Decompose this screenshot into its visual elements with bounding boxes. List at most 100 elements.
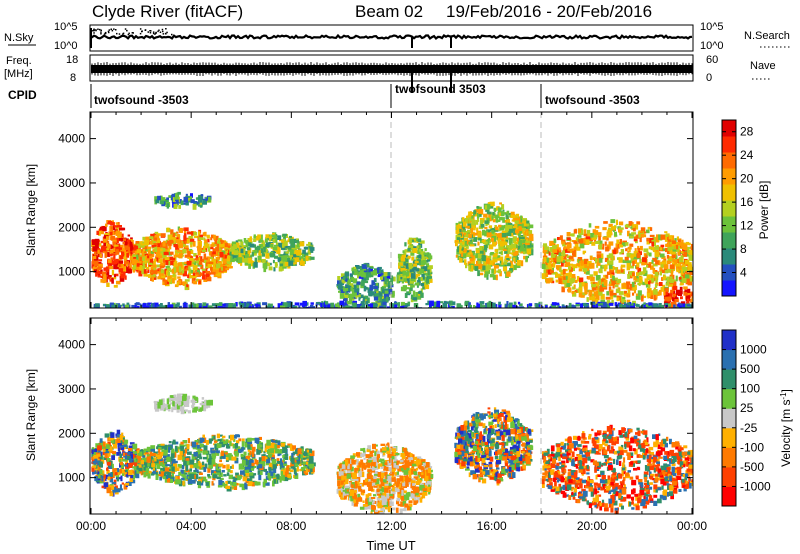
scatter-cell [587, 233, 591, 236]
scatter-cell [579, 277, 584, 284]
scatter-cell [132, 249, 136, 254]
scatter-cell [671, 301, 674, 308]
scatter-cell [474, 266, 479, 271]
scatter-cell [548, 266, 553, 272]
scatter-cell [176, 231, 179, 234]
scatter-cell [345, 305, 350, 308]
scatter-cell [652, 237, 656, 242]
scatter-cell [680, 273, 683, 279]
scatter-cell [382, 305, 386, 308]
scatter-cell [100, 240, 104, 244]
scatter-cell [272, 480, 275, 487]
scatter-cell [172, 271, 176, 277]
scatter-cell [102, 473, 105, 477]
scatter-cell [514, 229, 520, 234]
scatter-cell [222, 265, 228, 272]
scatter-cell [482, 265, 486, 271]
scatter-cell [142, 249, 145, 252]
scatter-cell [203, 253, 207, 259]
scatter-cell [360, 267, 365, 271]
scatter-cell [196, 453, 202, 459]
scatter-cell [376, 267, 380, 274]
scatter-cell [289, 469, 294, 473]
scatter-cell [110, 226, 115, 230]
scatter-cell [184, 265, 189, 269]
scatter-cell [408, 237, 412, 244]
scatter-cell [647, 226, 652, 230]
scatter-cell [478, 209, 484, 214]
scatter-cell [498, 245, 504, 251]
scatter-cell [621, 283, 627, 288]
scatter-cell [118, 227, 124, 231]
scatter-cell [611, 299, 614, 305]
scatter-cell [677, 239, 681, 243]
scatter-cell [160, 268, 164, 274]
scatter-cell [562, 280, 568, 284]
scatter-cell [265, 242, 269, 247]
scatter-cell [174, 267, 177, 273]
scatter-cell [200, 479, 204, 483]
scatter-cell [594, 287, 599, 291]
colorbar-tick-label: 24 [740, 148, 754, 162]
scatter-cell [235, 302, 238, 307]
nsky-dot [162, 30, 164, 33]
scatter-cell [687, 248, 690, 253]
scatter-cell [106, 282, 110, 287]
scatter-cell [225, 267, 229, 271]
scatter-cell [667, 241, 670, 248]
scatter-cell [608, 286, 612, 292]
scatter-cell [111, 451, 117, 454]
scatter-cell [100, 246, 106, 252]
scatter-cell [285, 261, 289, 267]
scatter-cell [280, 464, 285, 468]
scatter-cell [280, 458, 283, 463]
scatter-cell [517, 224, 522, 228]
scatter-cell [284, 240, 288, 246]
scatter-cell [174, 266, 180, 273]
scatter-cell [257, 470, 261, 475]
scatter-cell [98, 273, 101, 277]
scatter-cell [525, 256, 528, 262]
scatter-cell [120, 273, 125, 279]
scatter-cell [678, 265, 683, 271]
scatter-cell [249, 260, 255, 267]
scatter-cell [141, 264, 146, 270]
scatter-cell [177, 239, 181, 245]
scatter-cell [109, 278, 113, 282]
scatter-cell [164, 279, 167, 286]
scatter-cell [506, 258, 510, 261]
scatter-cell [506, 232, 512, 237]
scatter-cell [635, 295, 641, 300]
scatter-cell [463, 237, 469, 241]
scatter-cell [501, 230, 506, 236]
scatter-cell [170, 260, 175, 266]
scatter-cell [94, 466, 98, 473]
scatter-cell [482, 241, 488, 245]
scatter-cell [374, 286, 377, 292]
scatter-cell [160, 247, 166, 254]
nsky-dot [159, 31, 162, 33]
colorbar-segment [722, 184, 736, 201]
scatter-cell [643, 231, 647, 234]
scatter-cell [129, 255, 133, 261]
scatter-cell [480, 303, 483, 308]
scatter-cell [604, 257, 609, 262]
scatter-cell [428, 265, 433, 269]
scatter-cell [116, 303, 121, 306]
nsky-dot [122, 33, 124, 35]
scatter-cell [155, 255, 161, 262]
scatter-cell [485, 270, 489, 276]
velocity-heatmap [91, 393, 693, 514]
scatter-cell [108, 446, 113, 452]
scatter-cell [670, 235, 675, 241]
scatter-cell [559, 267, 562, 272]
scatter-cell [526, 248, 532, 255]
scatter-cell [382, 301, 387, 308]
scatter-cell [559, 269, 564, 273]
scatter-cell [556, 273, 560, 277]
scatter-cell [399, 272, 404, 278]
scatter-cell [400, 286, 405, 292]
scatter-cell [577, 235, 582, 238]
scatter-cell [289, 238, 295, 244]
scatter-cell [406, 272, 409, 277]
